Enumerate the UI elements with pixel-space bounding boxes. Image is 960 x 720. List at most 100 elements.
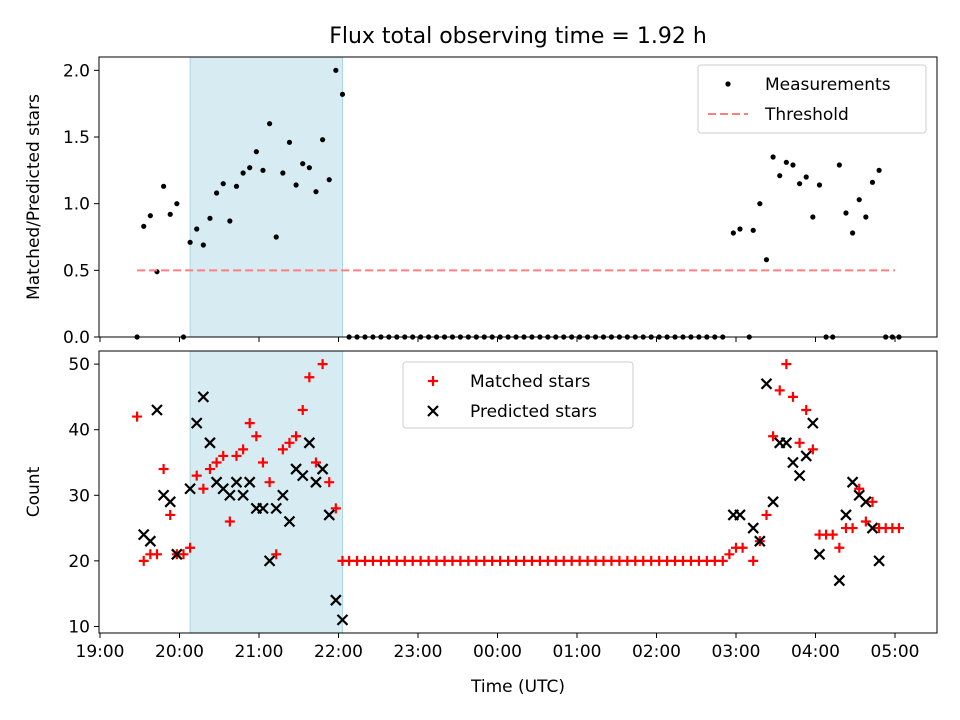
matched-star-point: [867, 496, 878, 507]
y-tick-label: 1.0: [63, 195, 90, 215]
top-y-axis: 0.0 0.5 1.0 1.5 2.0: [63, 61, 99, 348]
legend-label: Measurements: [765, 75, 891, 95]
measurement-point: [876, 167, 882, 173]
bottom-x-axis: 19:00 20:00 21:00 22:00 23:00 00:00 01:00 02:00…: [76, 633, 920, 662]
measurement-point: [816, 182, 823, 188]
matched-star-point: [191, 470, 202, 481]
matched-star-point: [185, 542, 196, 553]
x-tick-label: 20:00: [155, 642, 204, 662]
matched-star-point: [165, 509, 176, 520]
x-tick-label: 22:00: [314, 642, 363, 662]
matched-star-point: [761, 509, 772, 520]
measurement-point: [757, 201, 763, 207]
top-y-axis-label: Matched/Predicted stars: [24, 94, 44, 300]
predicted-star-point: [296, 469, 309, 482]
bottom-y-axis-label: Count: [24, 466, 44, 517]
predicted-star-point: [793, 469, 806, 482]
measurement-point: [869, 179, 876, 185]
measurement-point: [233, 183, 240, 189]
measurement-point: [750, 227, 756, 233]
top-x-axis: [99, 337, 896, 342]
matched-star-point: [827, 529, 838, 540]
measurement-point: [333, 67, 339, 73]
predicted-star-point: [787, 456, 799, 469]
predicted-star-point: [263, 555, 276, 567]
matched-star-point: [138, 555, 149, 566]
matched-star-point: [238, 444, 249, 455]
measurement-point: [300, 161, 306, 167]
measurement-point: [280, 170, 286, 176]
y-tick-label: 40: [68, 421, 90, 441]
x-axis-label: Time (UTC): [470, 677, 565, 697]
y-tick-label: 20: [68, 552, 90, 572]
matched-star-point: [218, 450, 229, 461]
predicted-star-point: [800, 450, 813, 462]
measurement-point: [306, 165, 312, 171]
predicted-star-point: [171, 548, 183, 561]
x-tick-label: 21:00: [235, 642, 284, 662]
measurement-point: [214, 190, 220, 196]
measurement-point: [260, 167, 266, 173]
x-tick-label: 04:00: [791, 642, 840, 662]
measurement-point: [803, 174, 809, 180]
predicted-star-point: [860, 496, 872, 508]
measurement-point: [174, 201, 180, 207]
predicted-star-point: [197, 391, 210, 403]
measurement-point: [326, 177, 332, 183]
matched-star-point: [277, 444, 288, 455]
matched-star-point: [151, 549, 162, 560]
matched-star-point: [807, 444, 818, 455]
top-plot-frame: [98, 56, 938, 338]
measurement-point: [240, 170, 246, 176]
legend-swatch-measurements: [725, 81, 731, 87]
predicted-star-point: [257, 502, 269, 515]
measurement-point: [141, 223, 147, 229]
x-tick-label: 19:00: [76, 642, 125, 662]
bottom-plot-frame: [98, 350, 938, 634]
measurement-point: [147, 213, 153, 219]
predicted-star-point: [330, 594, 342, 606]
matched-star-point: [257, 457, 268, 468]
legend-swatch-matched: [428, 376, 438, 386]
matched-star-point: [774, 385, 785, 396]
x-tick-label: 23:00: [394, 642, 443, 662]
measurement-point: [167, 211, 173, 217]
measurement-point: [856, 197, 862, 203]
predicted-star-point: [833, 574, 846, 587]
x-tick-label: 05:00: [871, 642, 920, 662]
legend-swatch-predicted: [427, 405, 439, 417]
measurement-point: [293, 182, 299, 188]
matched-star-point: [801, 405, 812, 416]
measurement-point: [320, 137, 326, 143]
measurement-point: [843, 210, 849, 216]
x-tick-label: 02:00: [632, 642, 681, 662]
predicted-star-point: [807, 417, 819, 429]
measurement-point: [313, 189, 319, 195]
measurement-point: [770, 154, 776, 160]
measurement-point: [730, 230, 736, 236]
matched-star-point: [717, 555, 728, 566]
observing-window-top: [189, 56, 343, 338]
matched-star-point: [317, 359, 328, 370]
legend-box: [697, 64, 927, 134]
predicted-star-point: [323, 509, 336, 521]
predicted-star-point: [144, 535, 157, 547]
predicted-star-point: [190, 417, 203, 429]
predicted-star-point: [866, 522, 879, 534]
matched-star-point: [178, 549, 189, 560]
matched-star-point: [211, 457, 222, 468]
matched-star-point: [748, 555, 759, 566]
predicted-star-point: [184, 482, 196, 495]
predicted-star-point: [734, 509, 746, 521]
predicted-star-point: [303, 437, 316, 449]
chart-title: Flux total observing time = 1.92 h: [329, 24, 707, 49]
measurement-point: [161, 183, 167, 189]
matched-star-point: [724, 549, 735, 560]
y-tick-label: 1.5: [63, 128, 90, 148]
measurement-point: [783, 159, 789, 165]
legend-box: [402, 361, 634, 429]
y-tick-label: 0.5: [63, 261, 90, 281]
matched-star-point: [737, 542, 748, 553]
measurement-point: [253, 149, 259, 155]
